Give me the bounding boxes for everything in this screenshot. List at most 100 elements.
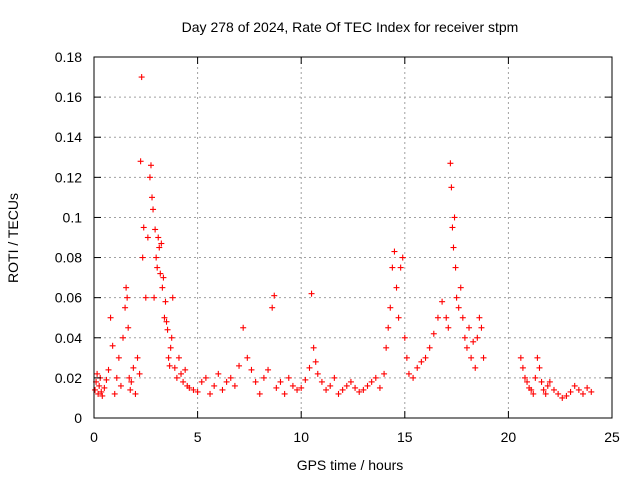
- data-point: [405, 370, 412, 377]
- data-point: [219, 386, 226, 393]
- data-point: [154, 264, 161, 271]
- data-point: [101, 384, 108, 391]
- x-tick-label: 25: [604, 429, 620, 445]
- data-point: [426, 344, 433, 351]
- data-point: [124, 294, 131, 301]
- data-point: [534, 354, 541, 361]
- data-point: [519, 364, 526, 371]
- data-point: [544, 382, 551, 389]
- data-point: [389, 264, 396, 271]
- data-point: [136, 370, 143, 377]
- data-point: [99, 392, 106, 399]
- data-point: [356, 388, 363, 395]
- data-point: [175, 354, 182, 361]
- data-point: [127, 386, 134, 393]
- data-point: [521, 374, 528, 381]
- data-point: [260, 374, 267, 381]
- data-point: [448, 184, 455, 191]
- data-point: [418, 358, 425, 365]
- data-point: [294, 386, 301, 393]
- data-point: [277, 378, 284, 385]
- x-tick-label: 10: [293, 429, 309, 445]
- data-point: [113, 374, 120, 381]
- data-point: [567, 388, 574, 395]
- data-point: [167, 344, 174, 351]
- data-point: [134, 354, 141, 361]
- x-axis: 0 5 10 15 20 25: [90, 57, 620, 445]
- data-point: [92, 386, 99, 393]
- data-point: [364, 382, 371, 389]
- data-point: [162, 298, 169, 305]
- data-point: [215, 370, 222, 377]
- y-tick-label: 0.08: [55, 250, 82, 266]
- data-point: [96, 382, 103, 389]
- data-point: [146, 174, 153, 181]
- data-point: [381, 370, 388, 377]
- y-tick-label: 0.04: [55, 330, 82, 346]
- y-tick-label: 0: [74, 410, 82, 426]
- data-point: [236, 362, 243, 369]
- data-point: [140, 224, 147, 231]
- x-axis-label: GPS time / hours: [297, 457, 404, 473]
- data-point: [306, 364, 313, 371]
- chart-title: Day 278 of 2024, Rate Of TEC Index for r…: [182, 19, 519, 35]
- data-point: [155, 234, 162, 241]
- data-point: [271, 292, 278, 299]
- data-point: [302, 376, 309, 383]
- data-point: [182, 366, 189, 373]
- data-point: [335, 390, 342, 397]
- data-point: [387, 304, 394, 311]
- y-tick-label: 0.18: [55, 49, 82, 65]
- data-point: [149, 194, 156, 201]
- data-point: [459, 314, 466, 321]
- data-point: [248, 366, 255, 373]
- data-point: [231, 382, 238, 389]
- data-point: [343, 382, 350, 389]
- data-point: [252, 378, 259, 385]
- data-point: [265, 366, 272, 373]
- data-point: [103, 376, 110, 383]
- data-point: [95, 390, 102, 397]
- data-point: [524, 378, 531, 385]
- data-point: [457, 284, 464, 291]
- data-point: [327, 382, 334, 389]
- data-point: [397, 264, 404, 271]
- data-point: [164, 326, 171, 333]
- data-point: [142, 294, 149, 301]
- data-point: [584, 384, 591, 391]
- y-tick-label: 0.14: [55, 129, 82, 145]
- data-point: [461, 334, 468, 341]
- data-point: [120, 334, 127, 341]
- data-point: [180, 378, 187, 385]
- plot-frame: [93, 56, 613, 419]
- data-point: [588, 388, 595, 395]
- data-point: [207, 390, 214, 397]
- data-points: [92, 74, 595, 401]
- data-point: [383, 344, 390, 351]
- data-point: [480, 354, 487, 361]
- data-point: [536, 364, 543, 371]
- data-point: [532, 374, 539, 381]
- data-point: [122, 304, 129, 311]
- data-point: [109, 342, 116, 349]
- y-axis-label: ROTI / TECUs: [5, 193, 21, 283]
- data-point: [579, 390, 586, 397]
- data-point: [540, 386, 547, 393]
- data-point: [256, 390, 263, 397]
- data-point: [240, 324, 247, 331]
- data-point: [144, 234, 151, 241]
- data-point: [111, 390, 118, 397]
- data-point: [117, 382, 124, 389]
- data-point: [368, 378, 375, 385]
- data-point: [430, 330, 437, 337]
- data-point: [352, 384, 359, 391]
- data-point: [385, 324, 392, 331]
- data-point: [443, 314, 450, 321]
- data-point: [559, 394, 566, 401]
- data-point: [105, 366, 112, 373]
- data-point: [168, 334, 175, 341]
- data-point: [298, 384, 305, 391]
- data-point: [372, 374, 379, 381]
- data-point: [449, 224, 456, 231]
